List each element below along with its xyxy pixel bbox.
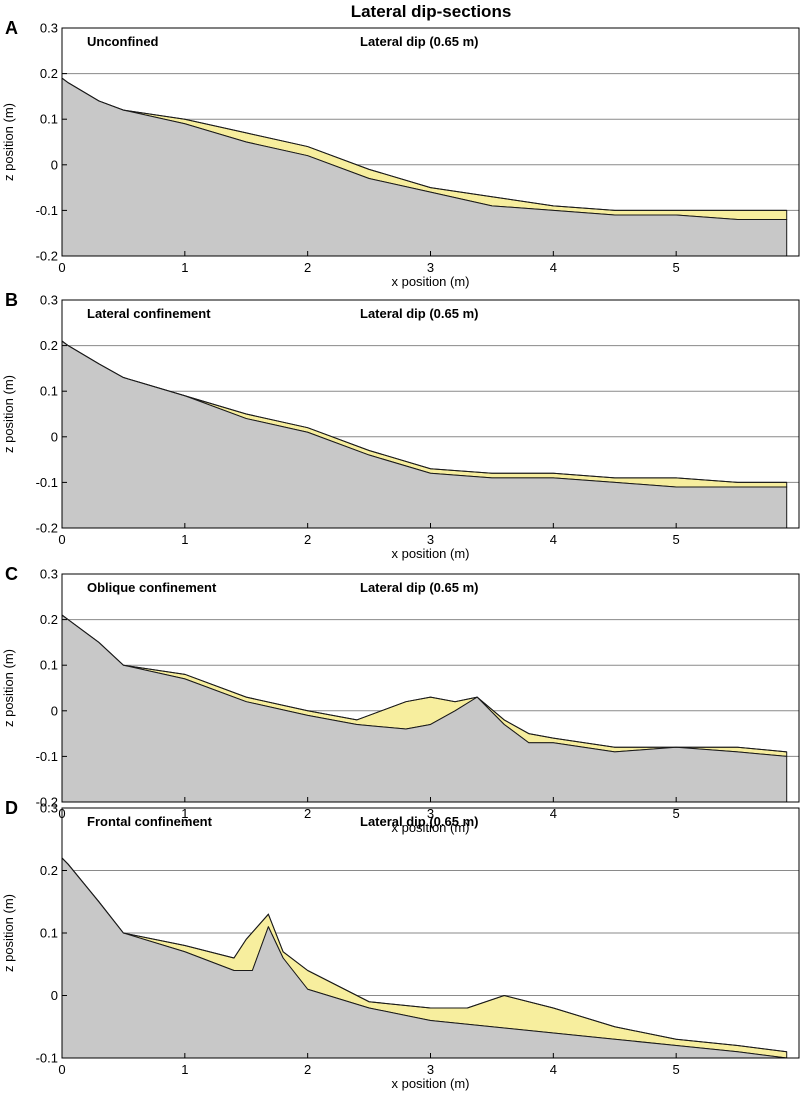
y-tick-label: 0 bbox=[51, 703, 58, 718]
deposit-top-line bbox=[61, 340, 787, 483]
y-tick-label: 0.3 bbox=[40, 801, 58, 816]
x-tick-label: 3 bbox=[427, 1062, 434, 1077]
y-axis-label: z position (m) bbox=[1, 103, 16, 181]
panel-letter: C bbox=[5, 564, 18, 584]
y-tick-label: 0 bbox=[51, 988, 58, 1003]
x-tick-label: 5 bbox=[673, 1062, 680, 1077]
x-tick-label: 4 bbox=[550, 1062, 557, 1077]
x-tick-label: 1 bbox=[181, 532, 188, 547]
deposit-top-line bbox=[61, 77, 787, 211]
x-tick-label: 4 bbox=[550, 806, 557, 821]
y-tick-label: 0.1 bbox=[40, 926, 58, 941]
panel-letter: D bbox=[5, 798, 18, 818]
x-tick-label: 0 bbox=[58, 532, 65, 547]
x-tick-label: 5 bbox=[673, 260, 680, 275]
panel-title: Unconfined bbox=[87, 34, 159, 49]
y-axis-label: z position (m) bbox=[1, 375, 16, 453]
x-axis-label: x position (m) bbox=[391, 820, 469, 835]
panel-annotation: Lateral dip (0.65 m) bbox=[360, 814, 478, 829]
y-tick-label: -0.1 bbox=[36, 749, 58, 764]
x-axis-label: x position (m) bbox=[391, 274, 469, 289]
panel-b: -0.2 -0.1 0 0.1 0.2 0.3 0 1 2 3 4 5 x position (m) z … bbox=[1, 290, 800, 561]
panel-letter: B bbox=[5, 290, 18, 310]
panel-annotation: Lateral dip (0.65 m) bbox=[360, 306, 478, 321]
panels: -0.2-0.100.10.20.30 1 2 3 4 5x position (m)z … bbox=[1, 18, 800, 1091]
deposit-top-line bbox=[61, 614, 787, 753]
y-tick-label: -0.2 bbox=[36, 795, 58, 810]
x-axis-label: x position (m) bbox=[391, 1076, 469, 1091]
panel-letter: A bbox=[5, 18, 18, 38]
basement-area bbox=[61, 857, 788, 1059]
x-tick-label: 3 bbox=[427, 260, 434, 275]
y-tick-label: 0.2 bbox=[40, 863, 58, 878]
panel-annotation: Lateral dip (0.65 m) bbox=[360, 580, 478, 595]
x-tick-label: 2 bbox=[304, 532, 311, 547]
y-tick-label: 0 bbox=[51, 157, 58, 172]
y-tick-label: -0.1 bbox=[36, 203, 58, 218]
panel-c: -0.2-0.100.10.20.30 1 2 3 4 5x position (m)z … bbox=[1, 564, 800, 835]
x-tick-label: 1 bbox=[181, 1062, 188, 1077]
x-tick-label: 5 bbox=[673, 532, 680, 547]
x-tick-label: 2 bbox=[304, 260, 311, 275]
x-tick-label: 3 bbox=[427, 532, 434, 547]
x-tick-label: 5 bbox=[673, 806, 680, 821]
y-tick-label: 0.3 bbox=[40, 21, 58, 36]
x-tick-label: 0 bbox=[58, 260, 65, 275]
basement-area bbox=[61, 77, 788, 257]
y-tick-label: 0.3 bbox=[40, 293, 58, 308]
y-tick-label: 0 bbox=[51, 429, 58, 444]
x-tick-label: 3 bbox=[427, 806, 434, 821]
x-axis-label: x position (m) bbox=[391, 546, 469, 561]
panel-title: Lateral confinement bbox=[87, 306, 211, 321]
x-tick-label: 0 bbox=[58, 1062, 65, 1077]
panel-d: -0.100.10.20.30 1 2 3 4 5x position (m)z posi… bbox=[1, 798, 800, 1091]
basement-area bbox=[61, 340, 788, 529]
y-axis-label: z position (m) bbox=[1, 649, 16, 727]
y-tick-label: 0.1 bbox=[40, 112, 58, 127]
y-tick-label: -0.2 bbox=[36, 249, 58, 264]
x-tick-label: 1 bbox=[181, 806, 188, 821]
figure-title: Lateral dip-sections bbox=[351, 2, 512, 21]
y-tick-label: -0.1 bbox=[36, 475, 58, 490]
y-tick-label: 0.2 bbox=[40, 612, 58, 627]
y-tick-label: 0.3 bbox=[40, 567, 58, 582]
y-tick-label: -0.2 bbox=[36, 521, 58, 536]
panel-title: Frontal confinement bbox=[87, 814, 213, 829]
x-tick-label: 2 bbox=[304, 1062, 311, 1077]
y-tick-label: 0.2 bbox=[40, 66, 58, 81]
y-tick-label: 0.1 bbox=[40, 658, 58, 673]
x-tick-label: 2 bbox=[304, 806, 311, 821]
panel-title: Oblique confinement bbox=[87, 580, 217, 595]
y-tick-label: 0.1 bbox=[40, 384, 58, 399]
x-tick-label: 4 bbox=[550, 532, 557, 547]
x-tick-label: 4 bbox=[550, 260, 557, 275]
x-tick-label: 1 bbox=[181, 260, 188, 275]
panel-a: -0.2 -0.1 0 0.1 0.2 0.3 0 1 2 3 4 5 x position (m) z … bbox=[1, 18, 800, 289]
panel-annotation: Lateral dip (0.65 m) bbox=[360, 34, 478, 49]
y-axis-label: z position (m) bbox=[1, 894, 16, 972]
y-tick-label: -0.1 bbox=[36, 1051, 58, 1066]
y-tick-label: 0.2 bbox=[40, 338, 58, 353]
deposit-top-line bbox=[61, 857, 787, 1053]
